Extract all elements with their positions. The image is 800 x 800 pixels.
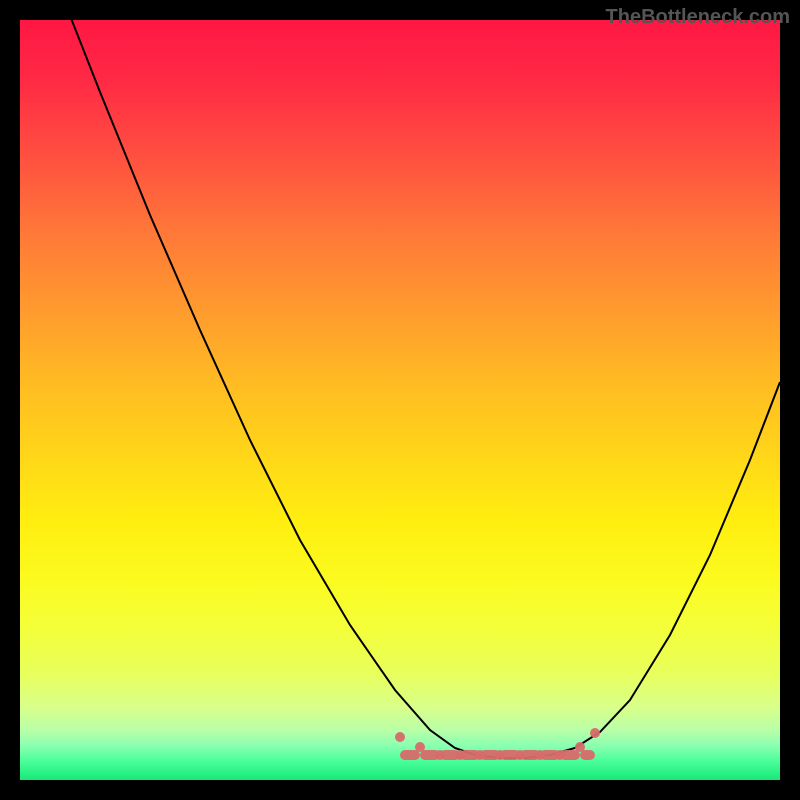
watermark-text: TheBottleneck.com — [606, 6, 790, 29]
plot-background — [20, 20, 780, 780]
bottleneck-chart: TheBottleneck.com — [0, 0, 800, 800]
chart-svg — [0, 0, 800, 800]
